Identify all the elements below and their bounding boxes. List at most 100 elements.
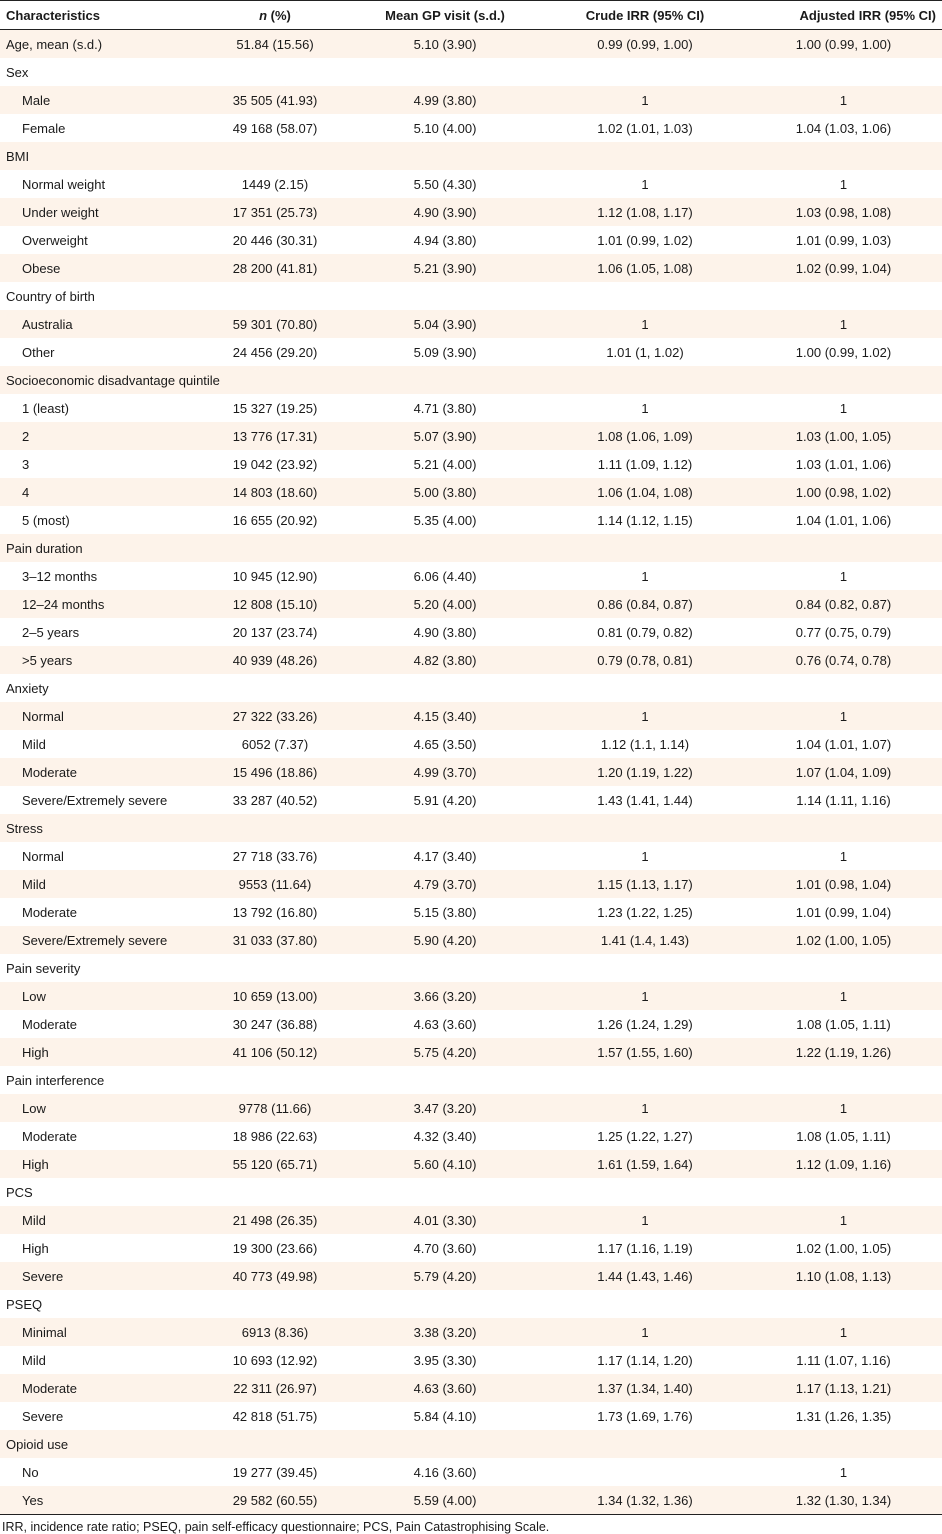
table-row: Overweight 20 446 (30.31) 4.94 (3.80) 1.01 … [0, 226, 942, 254]
group-header-row: Sex [0, 58, 942, 86]
cell-adjusted-irr: 1.32 (1.30, 1.34) [745, 1486, 942, 1515]
group-header-row: Stress [0, 814, 942, 842]
cell-n-percent: 30 247 (36.88) [205, 1010, 345, 1038]
row-label: Moderate [0, 1122, 205, 1150]
cell-mean-gp-visit [345, 282, 545, 310]
table-row: No 19 277 (39.45) 4.16 (3.60) 1 [0, 1458, 942, 1486]
cell-n-percent: 33 287 (40.52) [205, 786, 345, 814]
table-row: 3 19 042 (23.92) 5.21 (4.00) 1.11 (1.09, 1.… [0, 450, 942, 478]
row-label: Severe [0, 1262, 205, 1290]
cell-adjusted-irr: 1.17 (1.13, 1.21) [745, 1374, 942, 1402]
row-label: Socioeconomic disadvantage quintile [0, 366, 220, 394]
cell-crude-irr: 1.41 (1.4, 1.43) [545, 926, 745, 954]
table-body: Age, mean (s.d.) 51.84 (15.56) 5.10 (3.90)… [0, 29, 942, 1515]
group-header-row: Country of birth [0, 282, 942, 310]
cell-n-percent: 19 300 (23.66) [205, 1234, 345, 1262]
cell-mean-gp-visit: 3.38 (3.20) [345, 1318, 545, 1346]
cell-n-percent: 35 505 (41.93) [205, 86, 345, 114]
cell-crude-irr: 1.06 (1.05, 1.08) [545, 254, 745, 282]
row-label: Normal [0, 842, 205, 870]
cell-n-percent [205, 1178, 345, 1206]
cell-n-percent: 17 351 (25.73) [205, 198, 345, 226]
cell-crude-irr: 1.57 (1.55, 1.60) [545, 1038, 745, 1066]
cell-mean-gp-visit [345, 954, 545, 982]
table-row: Normal 27 322 (33.26) 4.15 (3.40) 1 1 [0, 702, 942, 730]
cell-n-percent: 10 693 (12.92) [205, 1346, 345, 1374]
cell-n-percent: 31 033 (37.80) [205, 926, 345, 954]
cell-n-percent [205, 1066, 345, 1094]
table-row: 4 14 803 (18.60) 5.00 (3.80) 1.06 (1.04, 1.… [0, 478, 942, 506]
group-header-row: BMI [0, 142, 942, 170]
cell-n-percent: 12 808 (15.10) [205, 590, 345, 618]
cell-adjusted-irr [745, 954, 942, 982]
row-label: Stress [0, 814, 205, 842]
cell-mean-gp-visit [345, 814, 545, 842]
cell-adjusted-irr [745, 142, 942, 170]
cell-n-percent: 29 582 (60.55) [205, 1486, 345, 1515]
cell-crude-irr [545, 142, 745, 170]
row-label: Female [0, 114, 205, 142]
cell-crude-irr: 1.14 (1.12, 1.15) [545, 506, 745, 534]
cell-mean-gp-visit [345, 1066, 545, 1094]
table-row: Mild 21 498 (26.35) 4.01 (3.30) 1 1 [0, 1206, 942, 1234]
cell-mean-gp-visit: 4.99 (3.70) [345, 758, 545, 786]
row-label: Australia [0, 310, 205, 338]
table-row: High 41 106 (50.12) 5.75 (4.20) 1.57 (1.55,… [0, 1038, 942, 1066]
cell-mean-gp-visit: 4.63 (3.60) [345, 1374, 545, 1402]
cell-adjusted-irr: 1 [745, 86, 942, 114]
group-header-row: Pain duration [0, 534, 942, 562]
cell-n-percent [205, 1290, 345, 1318]
cell-crude-irr: 1.34 (1.32, 1.36) [545, 1486, 745, 1515]
group-header-row: PSEQ [0, 1290, 942, 1318]
cell-mean-gp-visit: 5.60 (4.10) [345, 1150, 545, 1178]
cell-mean-gp-visit: 5.59 (4.00) [345, 1486, 545, 1515]
cell-crude-irr [545, 1458, 745, 1486]
table-row: 12–24 months 12 808 (15.10) 5.20 (4.00) 0.8… [0, 590, 942, 618]
table-row: Normal 27 718 (33.76) 4.17 (3.40) 1 1 [0, 842, 942, 870]
cell-mean-gp-visit: 5.10 (4.00) [345, 114, 545, 142]
table-row: 5 (most) 16 655 (20.92) 5.35 (4.00) 1.14 (1… [0, 506, 942, 534]
table-row: Under weight 17 351 (25.73) 4.90 (3.90) 1.1… [0, 198, 942, 226]
cell-adjusted-irr: 1.04 (1.03, 1.06) [745, 114, 942, 142]
cell-n-percent [205, 814, 345, 842]
row-label: Minimal [0, 1318, 205, 1346]
cell-mean-gp-visit: 4.16 (3.60) [345, 1458, 545, 1486]
cell-crude-irr: 0.81 (0.79, 0.82) [545, 618, 745, 646]
table-row: High 19 300 (23.66) 4.70 (3.60) 1.17 (1.16,… [0, 1234, 942, 1262]
cell-mean-gp-visit [345, 534, 545, 562]
row-label: Mild [0, 1206, 205, 1234]
cell-crude-irr: 1.12 (1.1, 1.14) [545, 730, 745, 758]
cell-mean-gp-visit: 4.17 (3.40) [345, 842, 545, 870]
row-label: Under weight [0, 198, 205, 226]
cell-crude-irr: 1 [545, 842, 745, 870]
row-label: Age, mean (s.d.) [0, 29, 205, 58]
cell-adjusted-irr: 0.84 (0.82, 0.87) [745, 590, 942, 618]
row-label: Anxiety [0, 674, 205, 702]
cell-crude-irr: 1.23 (1.22, 1.25) [545, 898, 745, 926]
cell-adjusted-irr: 1.08 (1.05, 1.11) [745, 1010, 942, 1038]
cell-adjusted-irr: 0.76 (0.74, 0.78) [745, 646, 942, 674]
row-label: Severe/Extremely severe [0, 786, 205, 814]
cell-mean-gp-visit: 5.00 (3.80) [345, 478, 545, 506]
cell-n-percent: 21 498 (26.35) [205, 1206, 345, 1234]
cell-mean-gp-visit: 5.04 (3.90) [345, 310, 545, 338]
cell-adjusted-irr: 1.01 (0.99, 1.03) [745, 226, 942, 254]
cell-mean-gp-visit: 5.10 (3.90) [345, 29, 545, 58]
cell-crude-irr: 1.26 (1.24, 1.29) [545, 1010, 745, 1038]
cell-adjusted-irr: 1.04 (1.01, 1.07) [745, 730, 942, 758]
cell-crude-irr [545, 1290, 745, 1318]
cell-mean-gp-visit [345, 1430, 545, 1458]
cell-mean-gp-visit: 3.95 (3.30) [345, 1346, 545, 1374]
row-label: High [0, 1038, 205, 1066]
row-label: No [0, 1458, 205, 1486]
cell-n-percent: 40 773 (49.98) [205, 1262, 345, 1290]
cell-crude-irr: 0.86 (0.84, 0.87) [545, 590, 745, 618]
cell-n-percent [205, 674, 345, 702]
cell-mean-gp-visit: 5.50 (4.30) [345, 170, 545, 198]
row-label: Moderate [0, 1374, 205, 1402]
cell-crude-irr: 1.17 (1.14, 1.20) [545, 1346, 745, 1374]
cell-adjusted-irr [745, 58, 942, 86]
cell-n-percent: 59 301 (70.80) [205, 310, 345, 338]
table-row: Yes 29 582 (60.55) 5.59 (4.00) 1.34 (1.32, … [0, 1486, 942, 1515]
cell-crude-irr: 1.17 (1.16, 1.19) [545, 1234, 745, 1262]
